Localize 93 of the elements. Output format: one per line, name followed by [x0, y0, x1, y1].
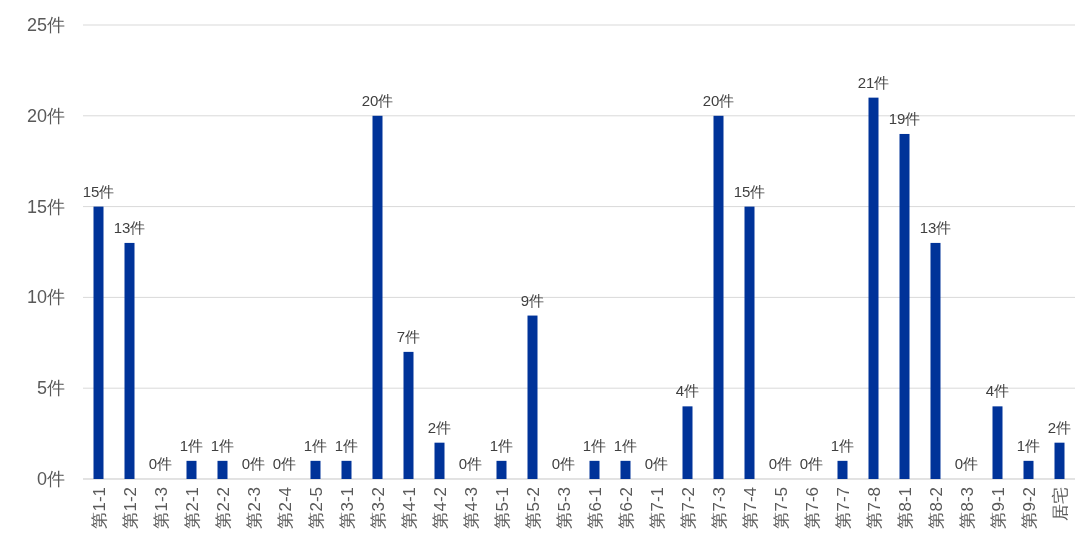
x-tick-label: 第7-8 [864, 487, 884, 529]
data-label: 1件 [489, 436, 514, 454]
data-label: 9件 [520, 291, 545, 309]
x-tick-label: 第8-1 [895, 487, 915, 529]
x-tick-label: 第7-6 [802, 487, 822, 529]
data-label: 21件 [857, 73, 890, 91]
x-tick-label: 居宅 [1050, 487, 1070, 521]
x-tick-label: 第8-2 [926, 487, 946, 529]
data-label: 1件 [179, 436, 204, 454]
bar [620, 460, 631, 479]
bar [372, 115, 383, 479]
data-label: 0件 [644, 455, 669, 472]
x-tick-label: 第2-5 [306, 487, 326, 529]
x-tick-label: 第7-5 [771, 487, 791, 529]
data-label: 0件 [272, 455, 297, 472]
x-tick-label: 第7-2 [678, 487, 698, 529]
x-tick-label: 第6-2 [616, 487, 636, 529]
bar [186, 460, 197, 479]
x-tick-label: 第3-1 [337, 487, 357, 529]
bar [868, 97, 879, 479]
data-label: 19件 [888, 109, 921, 127]
x-tick-label: 第1-3 [151, 487, 171, 529]
x-tick-label: 第4-2 [430, 487, 450, 529]
data-label: 2件 [1047, 418, 1072, 436]
data-label: 1件 [582, 436, 607, 454]
data-label: 0件 [148, 455, 173, 472]
y-tick-label: 10件 [26, 287, 65, 308]
bar [217, 460, 228, 479]
x-tick-label: 第6-1 [585, 487, 605, 529]
x-tick-label: 第2-4 [275, 487, 295, 529]
data-label: 1件 [613, 436, 638, 454]
data-label: 15件 [733, 182, 766, 200]
data-label: 1件 [1016, 436, 1041, 454]
y-tick-label: 20件 [26, 105, 65, 126]
x-tick-label: 第1-1 [89, 487, 109, 529]
data-label: 15件 [82, 182, 115, 200]
data-label: 0件 [954, 455, 979, 472]
data-label: 0件 [551, 455, 576, 472]
bar [589, 460, 600, 479]
data-label: 0件 [458, 455, 483, 472]
x-tick-label: 第2-2 [213, 487, 233, 529]
data-label: 13件 [113, 218, 146, 236]
data-label: 1件 [303, 436, 328, 454]
bar [124, 242, 135, 479]
x-tick-label: 第4-1 [399, 487, 419, 529]
data-label: 13件 [919, 218, 952, 236]
y-tick-label: 5件 [36, 378, 65, 399]
x-tick-label: 第5-1 [492, 487, 512, 529]
bar [899, 133, 910, 479]
data-label: 20件 [702, 91, 735, 109]
x-tick-label: 第7-1 [647, 487, 667, 529]
bar [341, 460, 352, 479]
bar [527, 315, 538, 479]
data-label: 1件 [210, 436, 235, 454]
x-tick-label: 第9-1 [988, 487, 1008, 529]
data-label: 1件 [830, 436, 855, 454]
y-tick-label: 15件 [26, 196, 65, 217]
bar [434, 442, 445, 479]
x-tick-label: 第2-1 [182, 487, 202, 529]
bar [744, 206, 755, 479]
data-label: 0件 [768, 455, 793, 472]
x-tick-label: 第9-2 [1019, 487, 1039, 529]
bar [1054, 442, 1065, 479]
data-label: 0件 [799, 455, 824, 472]
bar [93, 206, 104, 479]
data-label: 20件 [361, 91, 394, 109]
x-tick-label: 第7-4 [740, 487, 760, 529]
bar [713, 115, 724, 479]
x-tick-label: 第4-3 [461, 487, 481, 529]
data-label: 4件 [675, 382, 700, 400]
x-tick-label: 第5-2 [523, 487, 543, 529]
y-tick-label: 25件 [26, 15, 65, 35]
data-label: 4件 [985, 382, 1010, 400]
x-tick-label: 第1-2 [120, 487, 140, 529]
y-tick-label: 0件 [36, 469, 65, 489]
data-label: 7件 [396, 327, 421, 345]
bar [496, 460, 507, 479]
bar [310, 460, 321, 479]
x-tick-label: 第7-3 [709, 487, 729, 529]
bar [403, 351, 414, 479]
bar [837, 460, 848, 479]
bar [930, 242, 941, 479]
bar [1023, 460, 1034, 479]
x-tick-label: 第2-3 [244, 487, 264, 529]
bar [992, 406, 1003, 479]
x-tick-label: 第7-7 [833, 487, 853, 529]
data-label: 1件 [334, 436, 359, 454]
x-tick-label: 第8-3 [957, 487, 977, 529]
data-label: 2件 [427, 418, 452, 436]
bar [682, 406, 693, 479]
data-label: 0件 [241, 455, 266, 472]
x-tick-label: 第3-2 [368, 487, 388, 529]
x-tick-label: 第5-3 [554, 487, 574, 529]
